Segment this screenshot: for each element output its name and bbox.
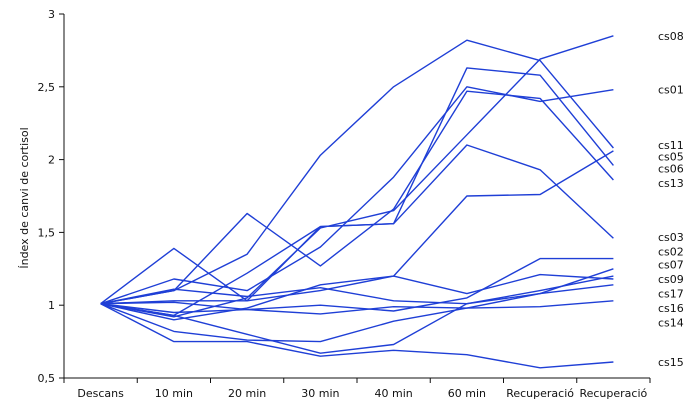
series-line-cs15 bbox=[100, 303, 614, 369]
series-line-cs08 bbox=[100, 39, 614, 305]
y-tick-label: 0,5 bbox=[38, 372, 56, 385]
y-tick-label: 2,5 bbox=[38, 81, 56, 94]
series-line-cs13 bbox=[100, 144, 614, 317]
y-tick-label: 1 bbox=[48, 299, 55, 312]
y-tick-label: 1,5 bbox=[38, 226, 56, 239]
series-label-cs09: cs09 bbox=[658, 273, 684, 286]
series-label-cs15: cs15 bbox=[658, 356, 684, 369]
series-line-cs06 bbox=[100, 90, 614, 305]
y-tick-label: 2 bbox=[48, 154, 55, 167]
y-axis-ticks: 0,5 1 1,5 2 2,5 3 bbox=[38, 8, 64, 385]
series-line-cs07 bbox=[100, 257, 614, 314]
series-line-cs09 bbox=[100, 268, 614, 305]
series-label-cs02: cs02 bbox=[658, 245, 684, 258]
x-tick-label: Recuperació bbox=[579, 387, 647, 400]
x-tick-label: 30 min bbox=[301, 387, 339, 400]
series-line-cs11 bbox=[100, 86, 614, 305]
series-label-cs03: cs03 bbox=[658, 231, 684, 244]
x-axis-ticks: Descans 10 min 20 min 30 min 40 min 60 min Rec… bbox=[63, 378, 651, 400]
x-tick-label: 40 min bbox=[375, 387, 413, 400]
series-label-cs17: cs17 bbox=[658, 288, 684, 301]
x-tick-label: 20 min bbox=[228, 387, 266, 400]
series-label-cs06: cs06 bbox=[658, 162, 684, 175]
x-tick-label: Recuperació bbox=[506, 387, 574, 400]
series-label-cs08: cs08 bbox=[658, 30, 684, 43]
x-tick-label: 10 min bbox=[155, 387, 193, 400]
series-label-cs14: cs14 bbox=[658, 317, 684, 330]
y-axis-title: Índex de canvi de cortisol bbox=[18, 127, 31, 268]
series-label-cs01: cs01 bbox=[658, 84, 684, 97]
x-tick-label: Descans bbox=[77, 387, 124, 400]
series-label-cs07: cs07 bbox=[658, 258, 684, 271]
series-lines bbox=[100, 35, 614, 369]
series-line-cs05 bbox=[100, 67, 614, 305]
series-line-cs14 bbox=[100, 275, 614, 354]
series-label-cs11: cs11 bbox=[658, 139, 684, 152]
series-line-cs16 bbox=[100, 300, 614, 315]
series-line-cs17 bbox=[100, 284, 614, 343]
series-line-cs02 bbox=[100, 273, 614, 305]
series-label-cs13: cs13 bbox=[658, 177, 684, 190]
x-tick-label: 60 min bbox=[448, 387, 486, 400]
series-label-cs05: cs05 bbox=[658, 151, 684, 164]
y-tick-label: 3 bbox=[48, 8, 55, 21]
series-line-cs01 bbox=[100, 35, 614, 318]
series-label-cs16: cs16 bbox=[658, 302, 684, 315]
